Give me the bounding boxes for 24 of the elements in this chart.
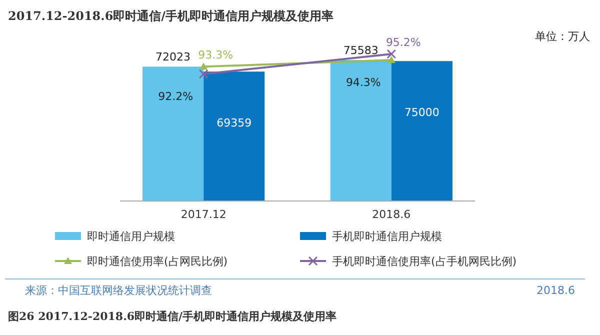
bar [330, 60, 392, 201]
point [386, 49, 396, 59]
point [198, 69, 208, 79]
bar [204, 72, 265, 201]
data-label: 92.2% [158, 90, 194, 103]
text: 2018.6 [536, 284, 575, 297]
bar [142, 66, 204, 201]
data-label: 75000 [404, 106, 440, 120]
data-label: 93.3% [198, 48, 234, 62]
legend-label: 手机即时通信使用率(占手机网民比例) [332, 255, 517, 268]
caption: 图26 2017.12-2018.6即时通信/手机即时通信用户规模及使用率 [8, 310, 337, 323]
source-note: 来源：中国互联网络发展状况统计调查 [25, 284, 212, 297]
legend-label: 即时通信使用率(占网民比例) [87, 255, 228, 268]
data-label: 75583 [343, 44, 378, 57]
data-label: 69359 [216, 116, 252, 130]
x-tick-label: 2017.12 [180, 208, 226, 221]
chart-title: 2017.12-2018.6即时通信/手机即时通信用户规模及使用率 [8, 9, 334, 23]
text: 单位：万人 [535, 30, 590, 43]
data-label: 95.2% [386, 36, 421, 49]
data-label: 72023 [156, 50, 191, 64]
legend-label: 手机即时通信用户规模 [332, 230, 442, 243]
data-label: 94.3% [346, 76, 381, 89]
legend-label: 即时通信用户规模 [87, 230, 175, 243]
bar [391, 61, 452, 201]
